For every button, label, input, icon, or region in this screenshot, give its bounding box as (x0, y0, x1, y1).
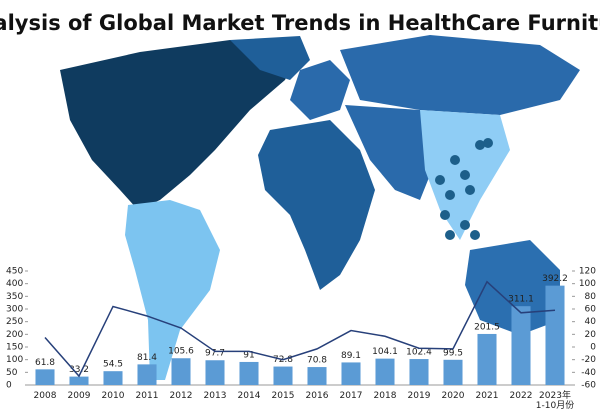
bar (307, 367, 327, 385)
data-label: 61.8 (35, 358, 55, 368)
y-tick-label: 150 (6, 343, 23, 353)
y-tick-label: 0 (6, 381, 12, 391)
x-tick-label: 2020 (441, 391, 465, 401)
data-label: 97.7 (205, 349, 225, 359)
y-tick-label: 100 (6, 355, 23, 365)
x-tick-label: 2021 (475, 391, 499, 401)
bar (103, 371, 123, 385)
y-tick-label: 300 (6, 305, 23, 315)
data-label: 70.8 (307, 356, 327, 366)
data-label: 54.5 (103, 360, 123, 370)
world-map (60, 35, 580, 380)
x-tick-label: 2012 (169, 391, 193, 401)
data-label: 89.1 (341, 351, 361, 361)
x-tick-label: 2011 (135, 391, 159, 401)
x-tick-label: 2017 (339, 391, 363, 401)
bar (205, 360, 225, 385)
bar (69, 376, 89, 385)
x-tick-label: 2018 (373, 391, 397, 401)
data-label: 99.5 (443, 348, 463, 358)
x-tick-label: 2010 (101, 391, 125, 401)
y2-tick-label: 60 (585, 305, 597, 315)
data-label: 33.2 (69, 365, 89, 375)
x-tick-label: 2008 (33, 391, 57, 401)
y2-tick-label: 20 (585, 330, 597, 340)
bar (35, 369, 55, 385)
y2-tick-label: 0 (590, 343, 596, 353)
bar (171, 358, 191, 385)
y-tick-label: 350 (6, 292, 23, 302)
bar (273, 366, 293, 385)
y2-tick-label: -40 (581, 368, 596, 378)
y-tick-label: 450 (6, 267, 23, 277)
y-tick-label: 400 (6, 279, 23, 289)
bar (341, 362, 361, 385)
y2-tick-label: -20 (581, 355, 596, 365)
y-tick-label: 250 (6, 317, 23, 327)
y2-tick-label: 100 (579, 279, 596, 289)
chart-title: Analysis of Global Market Trends in Heal… (0, 11, 600, 35)
data-label: 392.2 (542, 274, 568, 284)
data-label: 102.4 (406, 348, 432, 358)
bar (443, 359, 463, 385)
bar (239, 361, 259, 385)
data-label: 105.6 (168, 347, 194, 357)
data-label: 91 (243, 350, 254, 360)
x-tick-label: 2022 (509, 391, 533, 401)
data-label: 81.4 (137, 353, 157, 363)
line (44, 280, 556, 378)
data-label: 201.5 (474, 322, 500, 332)
x-tick-label: 2014 (237, 391, 261, 401)
y-tick-label: 200 (6, 330, 23, 340)
x-tick-label: 2023年 1-10月份 (535, 391, 575, 411)
bar (375, 358, 395, 385)
location-pins (435, 138, 493, 240)
y2-tick-label: 40 (585, 317, 597, 327)
y2-tick-label: 80 (585, 292, 597, 302)
x-tick-label: 2016 (305, 391, 329, 401)
x-tick-label: 2015 (271, 391, 295, 401)
y2-tick-label: -60 (581, 381, 596, 391)
bar (545, 285, 565, 385)
y-tick-label: 50 (6, 368, 18, 378)
bar (477, 333, 497, 385)
data-label: 311.1 (508, 295, 534, 305)
y2-tick-label: 120 (579, 267, 596, 277)
bar (511, 306, 531, 385)
x-tick-label: 2013 (203, 391, 227, 401)
data-label: 104.1 (372, 347, 398, 357)
bar (137, 364, 157, 385)
x-tick-label: 2019 (407, 391, 431, 401)
bar (409, 359, 429, 385)
x-tick-label: 2009 (67, 391, 91, 401)
